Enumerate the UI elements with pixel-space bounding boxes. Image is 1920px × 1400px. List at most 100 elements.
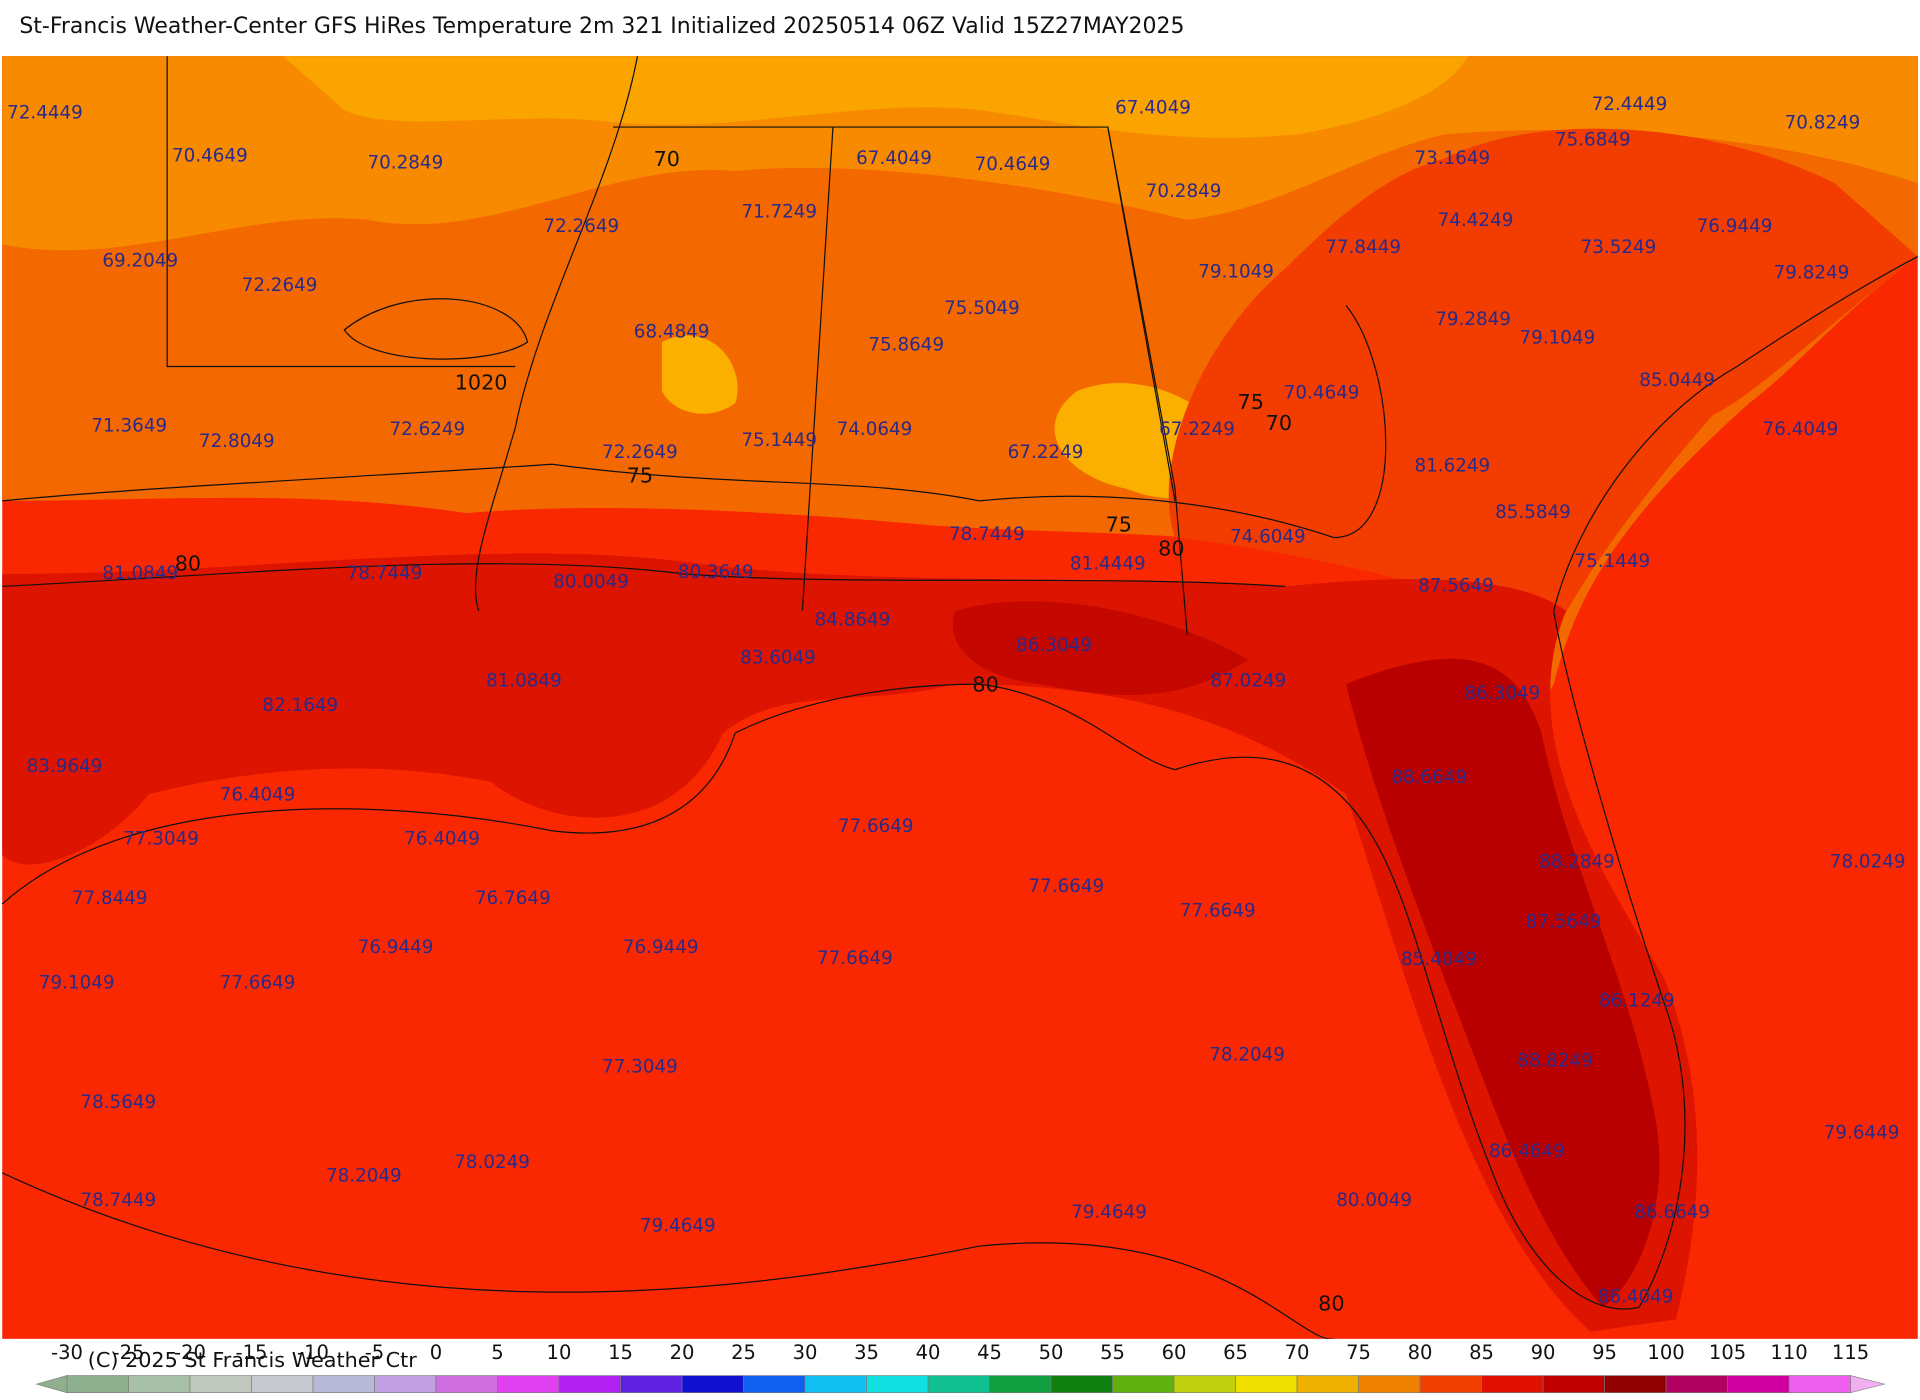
- colorbar-tick-label: -10: [297, 1341, 329, 1364]
- station-value: 75.6849: [1555, 129, 1631, 150]
- station-value: 83.6049: [740, 647, 816, 668]
- colorbar-tick-label: 10: [547, 1341, 572, 1364]
- colorbar-swatch: [743, 1375, 806, 1393]
- station-value: 74.6049: [1230, 527, 1306, 548]
- contour: [2, 563, 1285, 587]
- station-value: 72.8049: [199, 431, 275, 452]
- hot-land: [2, 553, 1698, 1332]
- colorbar-tick-label: 5: [491, 1341, 503, 1364]
- station-value: 70.8249: [1785, 112, 1861, 133]
- colorbar-swatch: [681, 1375, 744, 1393]
- very-hot-land: [1346, 658, 1660, 1308]
- coastline: [1, 256, 1919, 1310]
- station-value: 78.7449: [347, 563, 423, 584]
- station-value: 76.9449: [1697, 216, 1773, 237]
- colorbar-tick-label: 20: [670, 1341, 695, 1364]
- station-value: 73.5249: [1581, 237, 1657, 258]
- colorbar-tick-label: 90: [1531, 1341, 1556, 1364]
- colorbar-swatch: [1542, 1375, 1605, 1393]
- station-value: 70.4649: [1284, 382, 1360, 403]
- contour-label: 80: [1158, 537, 1184, 561]
- station-value: 76.4049: [220, 784, 296, 805]
- colorbar-tick-label: 50: [1039, 1341, 1064, 1364]
- colorbar-swatch: [435, 1375, 498, 1393]
- colorbar-tick-label: 80: [1408, 1341, 1433, 1364]
- contour: [343, 298, 529, 360]
- station-value: 71.3649: [91, 415, 167, 436]
- colorbar-tick-label: 55: [1100, 1341, 1125, 1364]
- station-value: 76.4049: [404, 828, 480, 849]
- contour-label: 80: [175, 551, 201, 575]
- station-value: 72.2649: [602, 442, 678, 463]
- colorbar-swatch: [1358, 1375, 1421, 1393]
- temperature-field: [2, 56, 1918, 1339]
- station-value: 77.6649: [1028, 876, 1104, 897]
- station-value: 75.1449: [1574, 551, 1650, 572]
- colorbar-swatch: [620, 1375, 683, 1393]
- station-value: 76.7649: [475, 888, 551, 909]
- contour-label: 75: [627, 463, 653, 487]
- station-value: 70.2849: [368, 153, 444, 174]
- station-value: 81.0849: [486, 671, 562, 692]
- colorbar-swatch: [1419, 1375, 1482, 1393]
- station-value: 78.5649: [80, 1092, 156, 1113]
- station-value: 86.1249: [1599, 991, 1675, 1012]
- colorbar-tick-label: 60: [1162, 1341, 1187, 1364]
- station-value: 79.4649: [1071, 1202, 1147, 1223]
- station-value: 85.0449: [1639, 370, 1715, 391]
- colorbar-tick-label: 105: [1709, 1341, 1746, 1364]
- contour-label: 80: [1318, 1292, 1344, 1316]
- station-value: 75.5049: [944, 298, 1020, 319]
- station-value: 74.0649: [837, 419, 913, 440]
- colorbar-tick-label: 75: [1346, 1341, 1371, 1364]
- colorbar-tick-label: -15: [236, 1341, 268, 1364]
- colorbar-swatch: [1788, 1375, 1851, 1393]
- colorbar-swatch: [497, 1375, 560, 1393]
- station-value: 75.1449: [741, 430, 817, 451]
- colorbar: -30 -25 -20 -15 -10 -5 0 5 10 15 20 25 30 35 40 45 50 55 6…: [35, 1341, 1885, 1394]
- station-value: 79.1049: [39, 972, 115, 993]
- colorbar-swatch: [804, 1375, 867, 1393]
- colorbar-tick-label: -5: [365, 1341, 384, 1364]
- station-value: 78.0249: [1830, 851, 1906, 872]
- station-value: 79.6449: [1824, 1123, 1900, 1144]
- cool-zone: [283, 56, 1469, 138]
- station-value: 77.3049: [602, 1057, 678, 1078]
- station-value: 67.2249: [1008, 442, 1084, 463]
- station-value: 80.0049: [553, 572, 629, 593]
- state-line: [801, 127, 834, 611]
- colorbar-tick-label: 25: [731, 1341, 756, 1364]
- station-value: 77.8449: [1325, 237, 1401, 258]
- colorbar-swatch: [251, 1375, 314, 1393]
- colorbar-swatch: [866, 1375, 929, 1393]
- colorbar-tick-label: 40: [916, 1341, 941, 1364]
- colorbar-tick-label: 45: [977, 1341, 1002, 1364]
- state-line: [1107, 126, 1188, 636]
- station-value: 86.6649: [1634, 1202, 1710, 1223]
- station-value: 87.0249: [1210, 671, 1286, 692]
- colorbar-tick-label: 115: [1832, 1341, 1869, 1364]
- station-value: 67.2249: [1159, 419, 1235, 440]
- station-value: 80.3649: [678, 562, 754, 583]
- station-value: 67.4049: [1115, 98, 1191, 119]
- colorbar-tick-label: 95: [1592, 1341, 1617, 1364]
- colorbar-swatch: [66, 1375, 129, 1393]
- colorbar-swatch: [312, 1375, 375, 1393]
- station-value: 68.4849: [634, 321, 710, 342]
- station-value: 79.1049: [1198, 261, 1274, 282]
- station-value: 82.1649: [262, 695, 338, 716]
- station-values: 72.4449 70.4649 70.2849 67.4049 70.4649 67.40…: [7, 94, 1905, 1307]
- colorbar-swatch: [1665, 1375, 1728, 1393]
- contour-label: 1020: [455, 371, 508, 395]
- contour-label: 70: [654, 147, 680, 171]
- colorbar-tick-label: 100: [1647, 1341, 1684, 1364]
- station-value: 88.6649: [1391, 767, 1467, 788]
- station-value: 77.3049: [123, 828, 199, 849]
- hot-zone: [1168, 128, 1918, 636]
- colorbar-tick-label: 30: [793, 1341, 818, 1364]
- station-value: 86.4649: [1489, 1141, 1565, 1162]
- contour: [1, 1172, 1334, 1340]
- colorbar-tick-label: 110: [1770, 1341, 1807, 1364]
- colorbar-tick-label: 0: [430, 1341, 442, 1364]
